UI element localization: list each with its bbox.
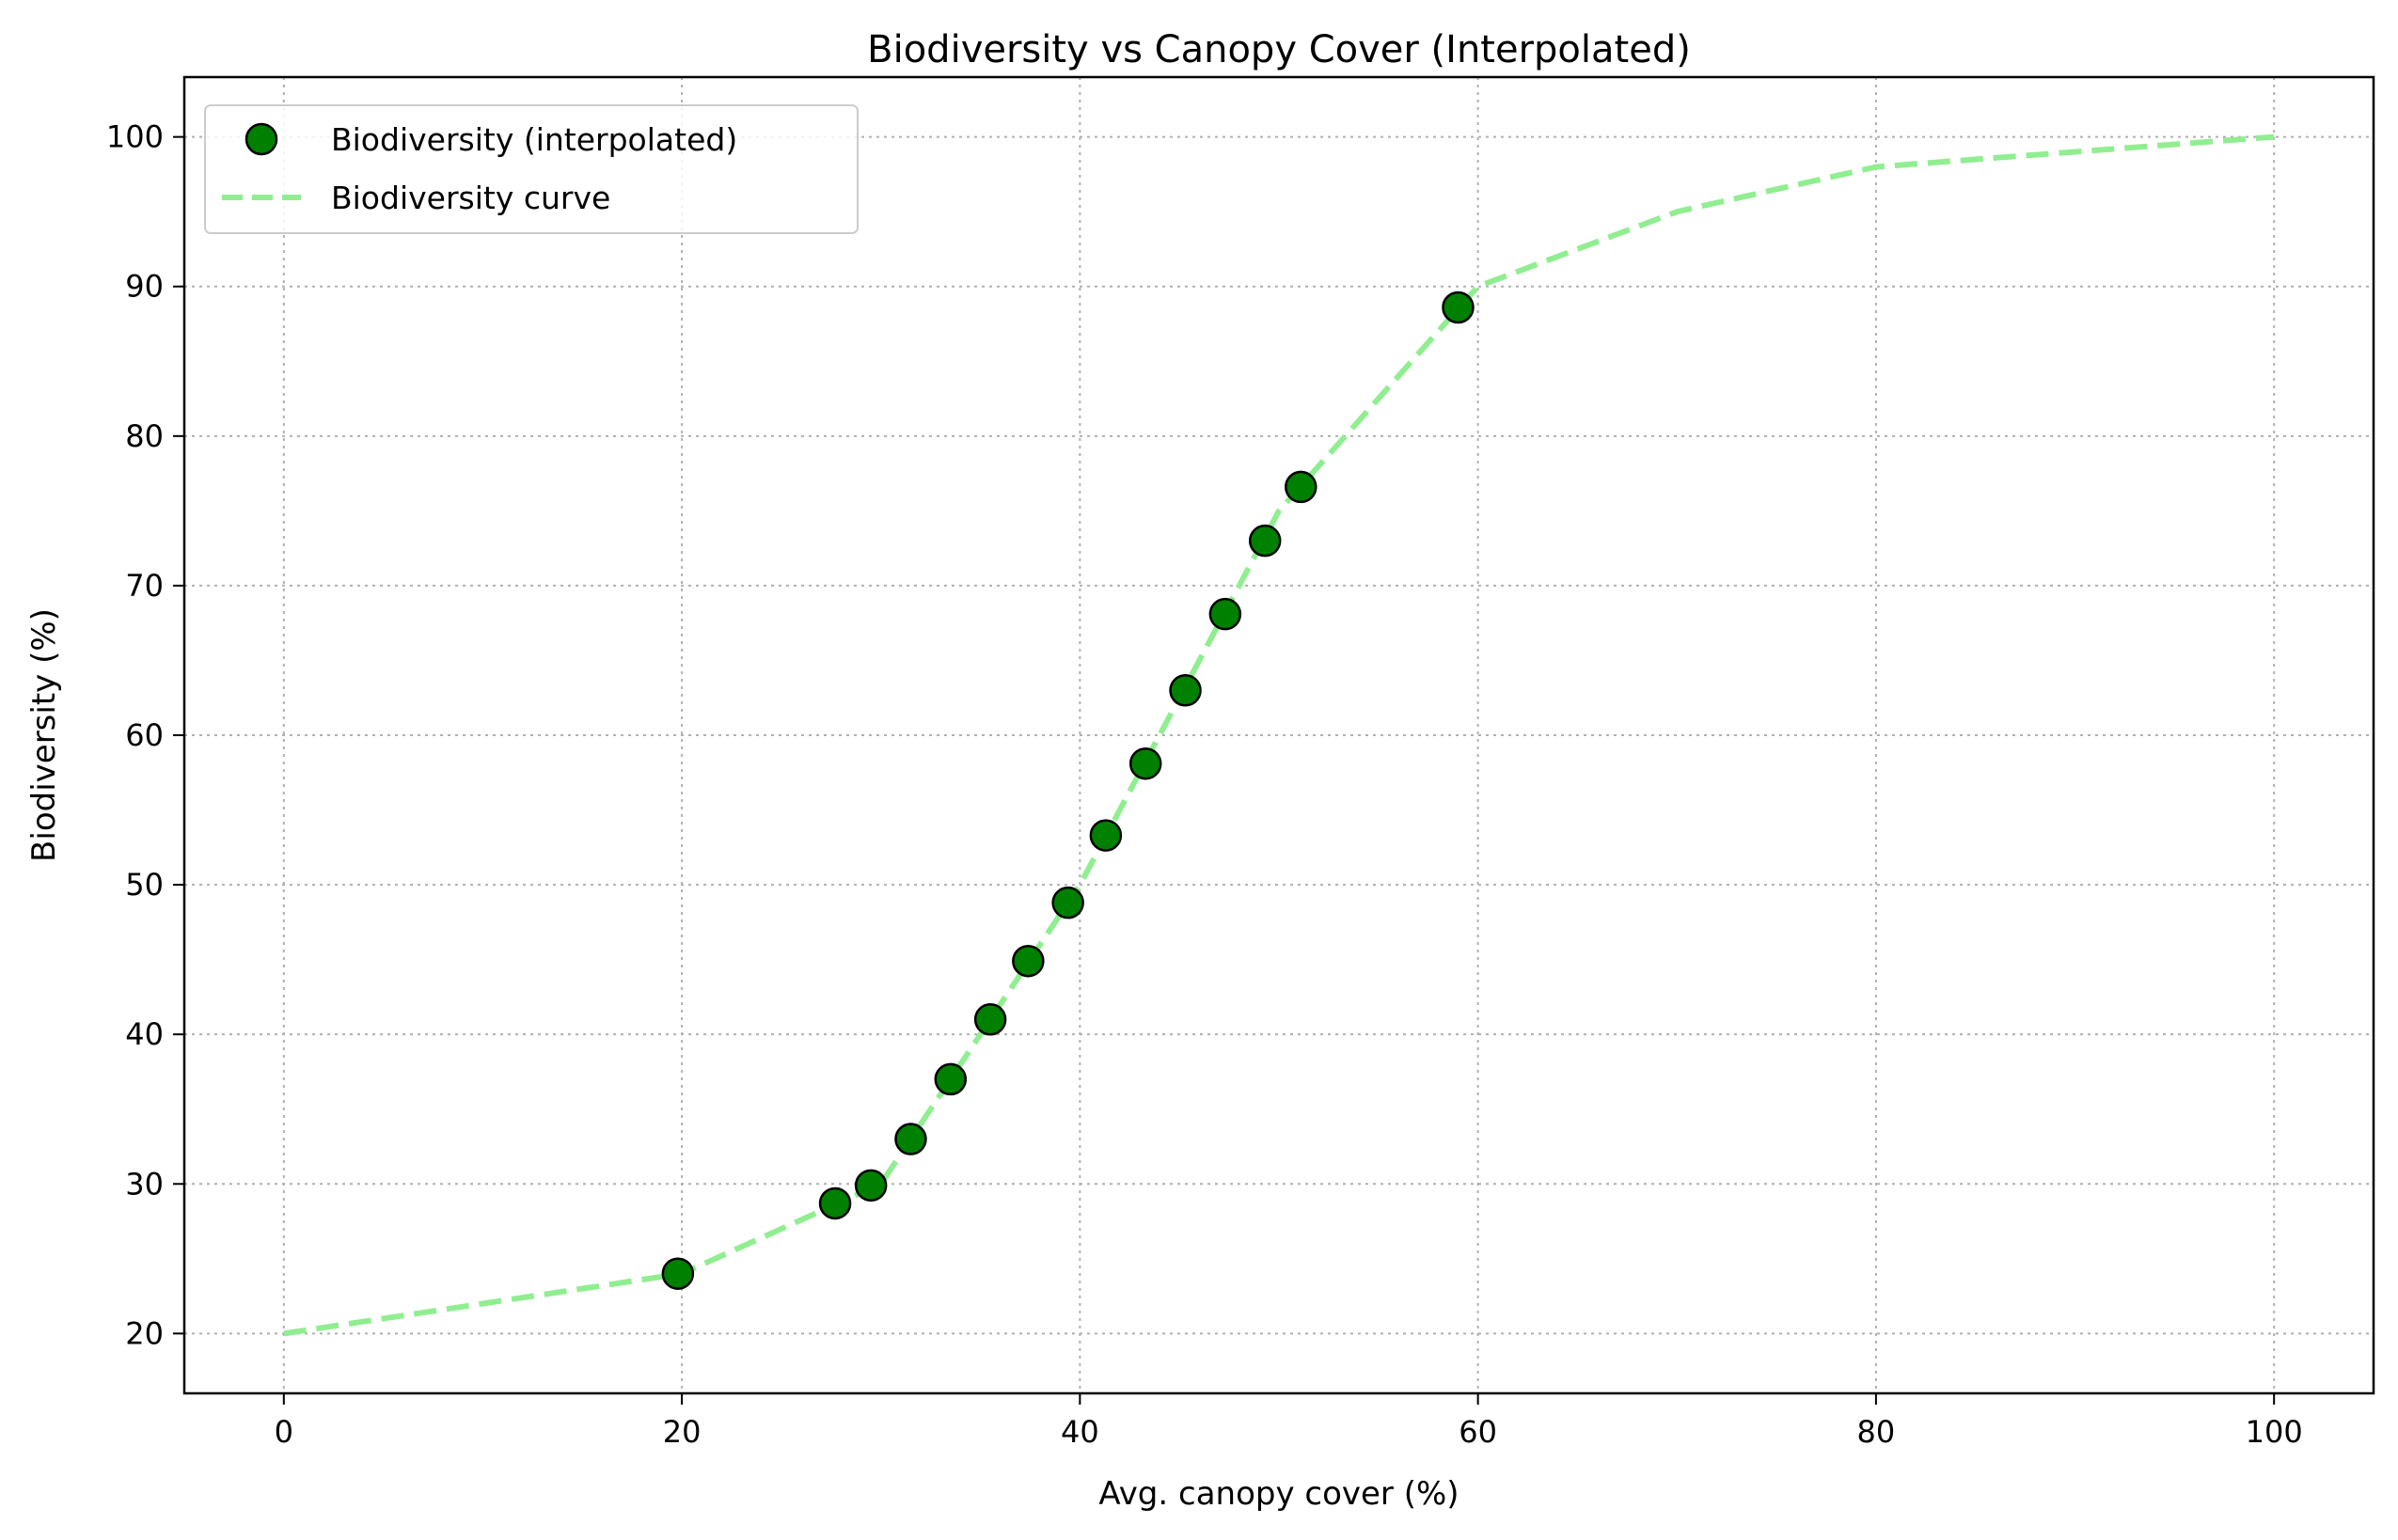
- y-tick-label: 90: [125, 269, 164, 305]
- series-line-biodiversity-curve: [283, 134, 2275, 1337]
- x-tick-label: 60: [1459, 1414, 1497, 1450]
- data-point: [1128, 746, 1162, 780]
- x-axis-label: Avg. canopy cover (%): [1098, 1475, 1459, 1513]
- x-tick-label: 40: [1061, 1414, 1099, 1450]
- legend-label-curve: Biodiversity curve: [331, 180, 610, 216]
- data-point: [934, 1062, 968, 1096]
- series-curve: [283, 134, 2275, 1337]
- x-tick-label: 80: [1857, 1414, 1896, 1450]
- data-point: [818, 1186, 852, 1220]
- data-point: [1012, 944, 1045, 978]
- y-tick-label: 30: [125, 1166, 164, 1202]
- y-tick-label: 20: [125, 1315, 164, 1351]
- data-point: [661, 1257, 695, 1290]
- data-point: [1285, 470, 1317, 504]
- legend-label-scatter: Biodiversity (interpolated): [331, 121, 737, 158]
- y-tick-label: 60: [125, 717, 164, 753]
- y-tick-label: 70: [125, 568, 164, 604]
- data-point: [894, 1123, 927, 1155]
- legend-marker-scatter: [245, 122, 278, 156]
- series-points: [661, 291, 1475, 1290]
- chart-title: Biodiversity vs Canopy Cover (Interpolat…: [867, 28, 1691, 71]
- x-tick-label: 100: [2246, 1414, 2303, 1450]
- data-point: [1051, 886, 1084, 919]
- data-point: [1208, 597, 1242, 631]
- y-tick-label: 40: [125, 1016, 164, 1052]
- legend: Biodiversity (interpolated) Biodiversity…: [204, 104, 859, 234]
- data-point: [973, 1003, 1007, 1036]
- data-point: [1089, 819, 1123, 852]
- x-tick-label: 0: [275, 1414, 293, 1450]
- y-axis-label: Biodiversity (%): [25, 608, 63, 862]
- grid: [184, 77, 2374, 1393]
- legend-box: [204, 104, 859, 234]
- y-tick-label: 100: [106, 119, 164, 155]
- data-point: [1442, 291, 1475, 324]
- data-point: [1248, 524, 1282, 558]
- y-tick-label: 80: [125, 418, 164, 454]
- y-tick-label: 50: [125, 867, 164, 903]
- axis-ticks: 0 20 40 60 80 100 20 30 40 50 60 70 80 90 100: [106, 119, 2303, 1450]
- data-point: [1169, 674, 1202, 707]
- x-tick-label: 20: [663, 1414, 702, 1450]
- data-point: [854, 1169, 888, 1202]
